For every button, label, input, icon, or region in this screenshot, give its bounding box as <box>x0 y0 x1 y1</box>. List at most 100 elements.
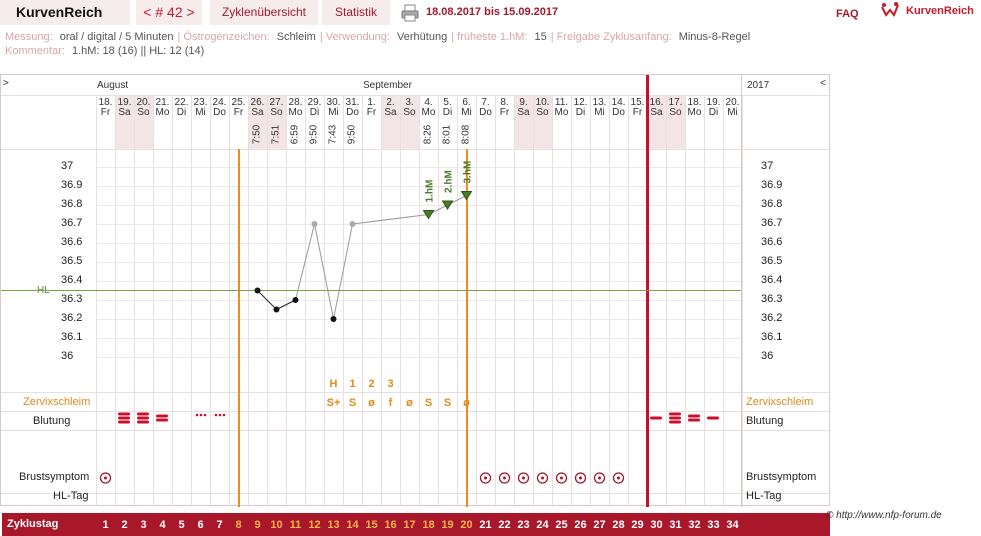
printer-icon[interactable] <box>401 4 419 22</box>
vertical-marker-line <box>466 149 468 507</box>
temperature-segment <box>295 223 315 301</box>
temperature-point <box>330 316 337 322</box>
day-date: 6. <box>462 97 471 108</box>
zyklustag-number: 22 <box>498 519 511 531</box>
grid-line <box>96 167 741 168</box>
grid-line <box>1 149 831 150</box>
day-weekday: Mo <box>155 107 170 118</box>
messung-label: Messung: <box>5 31 53 43</box>
spotting-mark <box>222 413 226 417</box>
vertical-marker-line <box>238 149 240 507</box>
y-tick-left: 36.7 <box>61 217 83 229</box>
oestrogen-value: Schleim <box>276 31 316 43</box>
bleeding-mark <box>137 420 149 424</box>
brustsymptom-dot <box>522 476 525 480</box>
zyklustag-number: 23 <box>517 519 530 531</box>
zyklustag-number: 21 <box>479 519 492 531</box>
cycle-chart: > August September 2017 < 18. Fr 19. Sa 20. S… <box>0 74 831 536</box>
copyright: © http://www.nfp-forum.de <box>826 510 942 521</box>
zyklustag-number: 2 <box>121 519 128 531</box>
temperature-segment <box>257 290 277 310</box>
hm-label: 3.hM <box>463 161 474 184</box>
scroll-right-button[interactable]: < <box>820 78 826 89</box>
grid-column-line <box>704 95 705 505</box>
grid-column-line <box>343 95 344 505</box>
bleeding-mark <box>118 420 130 424</box>
y-tick-left: 36.9 <box>61 179 83 191</box>
brustsymptom-dot <box>617 476 620 480</box>
brustsymptom-mark <box>612 472 625 484</box>
grid-column-line <box>685 95 686 505</box>
day-weekday: Mi <box>195 107 206 118</box>
day-weekday: Sa <box>650 107 663 118</box>
tab-statistik[interactable]: Statistik <box>322 0 390 25</box>
day-weekday: Di <box>176 107 187 118</box>
day-date: 13. <box>592 97 607 108</box>
month-august: August <box>97 80 129 91</box>
zyklustag-number: 14 <box>346 519 359 531</box>
day-weekday: Mi <box>594 107 605 118</box>
grid-line <box>1 430 831 431</box>
zervix-value: S <box>424 397 433 409</box>
grid-column-line <box>666 95 667 505</box>
day-date: 7. <box>481 97 490 108</box>
bleeding-mark <box>137 412 149 416</box>
day-date: 29. <box>307 97 322 108</box>
grid-column-line <box>210 95 211 505</box>
weekend-column <box>381 95 400 149</box>
day-date: 23. <box>193 97 208 108</box>
day-date: 21. <box>155 97 170 108</box>
oestrogen-label: Östrogenzeichen: <box>183 31 270 43</box>
bleeding-mark <box>707 416 719 420</box>
day-weekday: Do <box>346 107 359 118</box>
zyklustag-number: 32 <box>688 519 701 531</box>
spotting-mark <box>214 413 218 417</box>
day-date: 24. <box>212 97 227 108</box>
y-tick-right: 36.8 <box>761 198 783 210</box>
temperature-segment <box>276 299 296 310</box>
freigabe-label: Freigabe Zyklusanfang: <box>556 31 672 43</box>
day-date: 20. <box>725 97 740 108</box>
bleeding-mark <box>156 414 168 418</box>
scroll-left-button[interactable]: > <box>3 78 9 89</box>
day-weekday: So <box>669 107 682 118</box>
spotting-mark <box>203 413 207 417</box>
zyklustag-number: 10 <box>270 519 283 531</box>
tab-zyklenuebersicht[interactable]: Zyklenübersicht <box>210 0 318 25</box>
brustsymptom-dot <box>484 476 487 480</box>
day-date: 4. <box>424 97 433 108</box>
day-date: 17. <box>668 97 683 108</box>
bleeding-mark <box>137 416 149 420</box>
day-date: 19. <box>117 97 132 108</box>
brustsymptom-label-left: Brustsymptom <box>19 471 90 483</box>
grid-column-line <box>381 95 382 505</box>
y-tick-left: 36.6 <box>61 236 83 248</box>
zyklustag-number: 3 <box>140 519 147 531</box>
zyklustag-number: 20 <box>460 519 473 531</box>
day-date: 31. <box>345 97 360 108</box>
grid-column-line <box>419 95 420 505</box>
bleeding-mark <box>688 414 700 418</box>
faq-link[interactable]: FAQ <box>836 8 859 20</box>
day-weekday: Di <box>708 107 719 118</box>
zervix-value: ø <box>406 397 413 409</box>
kommentar-label: Kommentar: <box>5 45 65 57</box>
zervix-value: S+ <box>326 397 341 409</box>
day-date: 10. <box>535 97 550 108</box>
temperature-segment <box>352 214 429 225</box>
brustsymptom-mark <box>99 472 112 484</box>
zyklustag-number: 1 <box>102 519 109 531</box>
cycle-navigator[interactable]: < # 42 > <box>136 0 202 25</box>
day-date: 8. <box>500 97 509 108</box>
temperature-point-high <box>460 191 473 201</box>
grid-line <box>96 357 741 358</box>
day-weekday: Do <box>213 107 226 118</box>
grid-column-line <box>571 95 572 505</box>
year-label: 2017 <box>747 80 770 91</box>
y-tick-left: 36.2 <box>61 312 83 324</box>
day-date: 5. <box>443 97 452 108</box>
day-date: 19. <box>706 97 721 108</box>
weekend-column <box>533 95 552 149</box>
grid-line <box>1 411 831 412</box>
zyklustag-number: 33 <box>707 519 720 531</box>
